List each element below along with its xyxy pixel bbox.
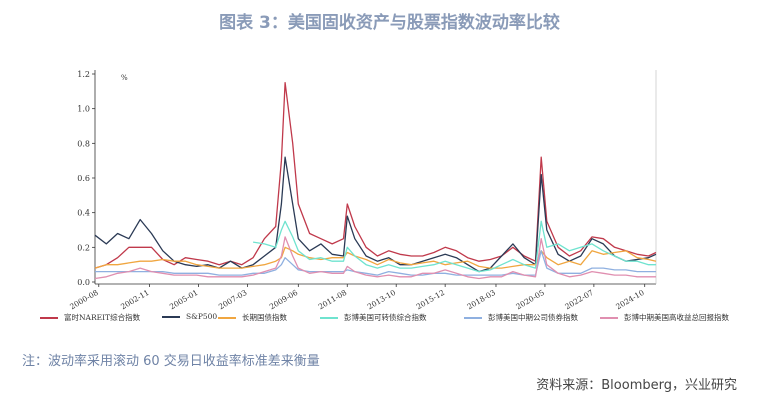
x-tick-label: 2024-10 bbox=[614, 288, 646, 311]
legend-label: 富时NAREIT综合指数 bbox=[64, 313, 141, 322]
series-line-2 bbox=[94, 156, 657, 273]
legend-item-6: 彭博中期美国高收益总回报指数 bbox=[600, 312, 729, 323]
legend-swatch bbox=[162, 315, 180, 318]
x-tick-label: 2011-08 bbox=[317, 288, 349, 311]
legend-label: 彭博中期美国高收益总回报指数 bbox=[624, 313, 729, 322]
legend-item-3: 长期国债指数 bbox=[218, 312, 287, 323]
unit-label: % bbox=[121, 74, 128, 82]
chart-note: 注：波动率采用滚动 60 交易日收益率标准差来衡量 bbox=[22, 354, 320, 369]
x-tick-label: 2013-10 bbox=[366, 288, 398, 311]
x-tick-label: 2018-03 bbox=[465, 288, 497, 311]
y-tick-label: 0.4 bbox=[77, 209, 90, 218]
x-tick-label: 2015-12 bbox=[415, 288, 447, 311]
x-tick-label: 2022-07 bbox=[563, 288, 595, 311]
x-tick-label: 2002-11 bbox=[119, 288, 150, 311]
legend-label: 彭博美国可转债综合指数 bbox=[344, 313, 427, 322]
legend-item-2: S&P500 bbox=[162, 312, 217, 321]
y-tick-label: 1.0 bbox=[77, 105, 90, 114]
x-tick-label: 2000-08 bbox=[68, 288, 100, 311]
legend-label: 彭博美国中期公司债券指数 bbox=[488, 313, 578, 322]
legend-label: 长期国债指数 bbox=[242, 313, 287, 322]
legend-swatch bbox=[320, 316, 338, 319]
y-tick-label: 0.2 bbox=[77, 243, 90, 252]
legend-item-1: 富时NAREIT综合指数 bbox=[40, 312, 140, 323]
chart-source: 资料来源：Bloomberg，兴业研究 bbox=[536, 378, 737, 393]
y-tick-label: 0.8 bbox=[77, 139, 90, 148]
series-line-4 bbox=[252, 220, 656, 273]
series-line-1 bbox=[94, 82, 657, 269]
x-tick-label: 2009-06 bbox=[268, 288, 300, 311]
chart-legend: 富时NAREIT综合指数 S&P500 长期国债指数 彭博美国可转债综合指数 彭博美国中… bbox=[0, 312, 779, 328]
legend-swatch bbox=[464, 316, 482, 319]
legend-item-5: 彭博美国中期公司债券指数 bbox=[464, 312, 578, 323]
y-tick-label: 0.0 bbox=[77, 278, 90, 287]
series-line-6 bbox=[94, 236, 656, 280]
chart-title: 图表 3：美国固收资产与股票指数波动率比较 bbox=[219, 13, 560, 33]
legend-swatch bbox=[600, 316, 618, 319]
legend-swatch bbox=[218, 316, 236, 319]
legend-item-4: 彭博美国可转债综合指数 bbox=[320, 312, 427, 323]
y-tick-label: 0.6 bbox=[77, 174, 90, 183]
x-tick-label: 2007-03 bbox=[217, 288, 249, 311]
x-tick-label: 2020-05 bbox=[514, 288, 546, 311]
series-line-3 bbox=[94, 246, 657, 269]
legend-swatch bbox=[40, 316, 58, 319]
legend-label: S&P500 bbox=[186, 312, 218, 321]
x-tick-label: 2005-01 bbox=[168, 288, 199, 311]
y-tick-label: 1.2 bbox=[77, 70, 90, 79]
